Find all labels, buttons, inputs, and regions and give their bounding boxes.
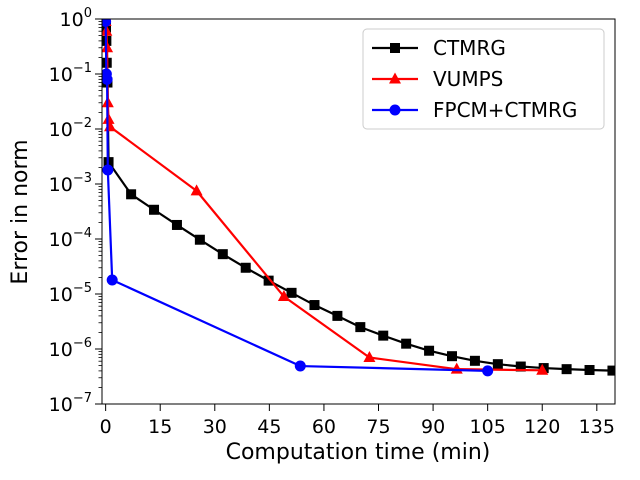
data-point-ctmrg (561, 364, 572, 375)
data-point-fpcm-ctmrg (102, 164, 114, 176)
y-axis-label: Error in norm (8, 139, 33, 284)
legend: CTMRG VUMPS FPCM+CTMRG (362, 28, 605, 130)
data-point-vumps (102, 112, 115, 124)
data-point-fpcm-ctmrg (482, 365, 494, 377)
data-point-ctmrg (171, 219, 182, 230)
legend-item-ctmrg: CTMRG (372, 36, 506, 60)
x-tick-label: 45 (257, 416, 281, 438)
data-point-ctmrg (263, 275, 274, 286)
legend-box (362, 28, 605, 130)
y-tick-label: 10−5 (49, 281, 92, 306)
data-point-ctmrg (447, 351, 458, 362)
data-point-vumps (190, 184, 203, 196)
x-tick-label: 120 (524, 416, 560, 438)
data-point-fpcm-ctmrg (102, 73, 113, 85)
y-tick-label: 10−6 (49, 336, 92, 361)
data-point-vumps (277, 290, 290, 302)
y-axis-ticks: 100 10−1 10−2 10−3 10−4 10−5 10−6 10−7 (49, 6, 102, 416)
legend-marker-fpcm-ctmrg (389, 104, 401, 116)
legend-marker-ctmrg (390, 43, 400, 53)
data-point-ctmrg (401, 338, 412, 349)
x-tick-label: 30 (203, 416, 227, 438)
data-point-ctmrg (309, 300, 320, 311)
x-axis-ticks: 0 15 30 45 60 75 90 105 120 135 (100, 404, 615, 438)
data-point-ctmrg (194, 234, 205, 245)
data-point-ctmrg (240, 262, 251, 273)
data-point-ctmrg (469, 355, 480, 366)
data-point-ctmrg (126, 189, 137, 200)
data-point-ctmrg (607, 365, 615, 376)
legend-item-fpcm-ctmrg: FPCM+CTMRG (372, 98, 577, 122)
data-point-ctmrg (355, 322, 366, 333)
data-point-ctmrg (584, 365, 595, 376)
x-tick-label: 90 (421, 416, 445, 438)
series-fpcm-ctmrg (102, 19, 494, 377)
x-tick-label: 0 (100, 416, 112, 438)
data-point-ctmrg (332, 310, 343, 321)
y-tick-label: 10−3 (49, 171, 92, 196)
data-point-ctmrg (492, 359, 503, 370)
data-point-fpcm-ctmrg (106, 274, 118, 286)
x-tick-label: 135 (579, 416, 615, 438)
legend-items: CTMRG VUMPS FPCM+CTMRG (372, 36, 577, 122)
data-point-fpcm-ctmrg (102, 19, 112, 28)
legend-label-vumps: VUMPS (433, 67, 503, 91)
data-point-ctmrg (217, 249, 228, 260)
legend-label-ctmrg: CTMRG (433, 36, 506, 60)
data-point-vumps (102, 24, 113, 36)
legend-marker-vumps (389, 72, 401, 84)
plot-frame (101, 18, 616, 405)
x-tick-label: 105 (470, 416, 506, 438)
y-tick-label: 100 (60, 6, 92, 31)
y-tick-label: 10−1 (49, 61, 92, 86)
x-tick-label: 75 (366, 416, 390, 438)
x-tick-label: 60 (312, 416, 336, 438)
legend-label-fpcm-ctmrg: FPCM+CTMRG (433, 98, 577, 122)
data-point-ctmrg (424, 345, 435, 356)
x-tick-label: 15 (148, 416, 172, 438)
y-tick-label: 10−4 (49, 226, 92, 251)
data-point-ctmrg (515, 361, 526, 372)
data-point-fpcm-ctmrg (294, 360, 306, 372)
data-point-vumps (102, 41, 114, 53)
series-layer (102, 19, 615, 377)
x-axis-label: Computation time (min) (226, 440, 491, 465)
legend-item-vumps: VUMPS (372, 67, 503, 91)
y-tick-label: 10−7 (49, 391, 92, 416)
data-point-vumps (363, 351, 376, 363)
data-point-vumps (536, 363, 549, 375)
y-tick-label: 10−2 (49, 116, 92, 141)
data-point-ctmrg (149, 204, 160, 215)
data-point-ctmrg (378, 330, 389, 341)
data-point-ctmrg (286, 287, 297, 298)
